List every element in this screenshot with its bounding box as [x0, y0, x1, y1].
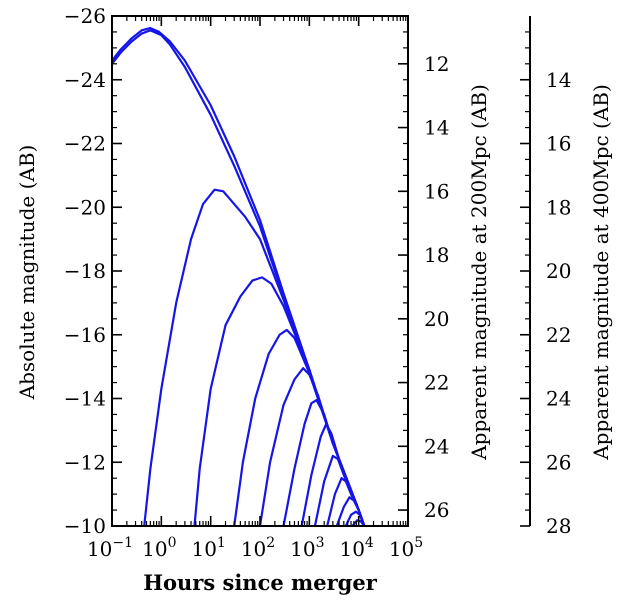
y-tick-label: −24 — [64, 68, 106, 92]
series-line-6 — [258, 367, 366, 526]
x-tick-label: 101 — [191, 535, 225, 561]
series-line-12 — [344, 510, 366, 526]
x-tick-label-exponent: 1 — [217, 535, 226, 551]
y-tick-label: −26 — [64, 4, 106, 28]
x-tick-label: 104 — [339, 535, 373, 561]
x-tick-label-exponent: 4 — [365, 535, 374, 551]
series-group — [112, 27, 366, 526]
x-tick-label: 102 — [241, 535, 275, 561]
y-tick-label: −10 — [64, 514, 106, 538]
y-tick-label: −16 — [64, 323, 106, 347]
series-line-1 — [112, 27, 366, 526]
right-axis-1-tick-label: 22 — [424, 371, 449, 395]
right-axis-1-tick-label: 18 — [424, 243, 449, 267]
right-axis-1-tick-label: 16 — [424, 179, 449, 203]
x-tick-label-base: 10 — [339, 537, 364, 561]
x-tick-label-exponent: 2 — [266, 535, 275, 551]
x-tick-label-base: 10 — [389, 537, 414, 561]
axes: 10−1 100 101 102 103 104 105−10−12−14−16−18−20… — [64, 4, 572, 561]
x-tick-label: 103 — [290, 535, 324, 561]
right-axis-2-tick-label: 24 — [546, 387, 571, 411]
right-axis-2-tick-label: 22 — [546, 323, 571, 347]
right-axis-1-tick-label: 12 — [424, 52, 449, 76]
plot-frame — [111, 15, 409, 527]
x-tick-label-base: 10 — [87, 537, 112, 561]
right-axis-1-title: Apparent magnitude at 200Mpc (AB) — [467, 84, 491, 461]
x-tick-label-exponent: 3 — [316, 535, 325, 551]
series-line-2 — [112, 29, 366, 526]
right-axis-1-tick-label: 14 — [424, 116, 449, 140]
right-axis-1-tick-label: 24 — [424, 434, 449, 458]
y-tick-label: −22 — [64, 132, 106, 156]
series-line-11 — [335, 496, 366, 526]
y-tick-label: −20 — [64, 195, 106, 219]
x-tick-label-exponent: 5 — [414, 535, 423, 551]
y-tick-label: −12 — [64, 450, 106, 474]
x-axis-title: Hours since merger — [143, 570, 378, 595]
series-line-5 — [233, 328, 366, 526]
x-tick-label-base: 10 — [191, 537, 216, 561]
right-axis-2-title: Apparent magnitude at 400Mpc (AB) — [589, 84, 613, 461]
series-line-4 — [193, 276, 366, 526]
right-axis-2-tick-label: 26 — [546, 450, 571, 474]
x-tick-label: 10−1 — [87, 535, 133, 561]
series-lines — [112, 27, 366, 526]
right-axis-1-tick-label: 20 — [424, 307, 449, 331]
right-axis-2-tick-label: 14 — [546, 68, 571, 92]
right-axis-2-tick-label: 28 — [546, 514, 571, 538]
x-tick-label-exponent: −1 — [112, 535, 133, 551]
x-tick-label-base: 10 — [241, 537, 266, 561]
x-tick-label: 105 — [389, 535, 423, 561]
right-axis-2-tick-label: 20 — [546, 259, 571, 283]
y-tick-label: −14 — [64, 387, 106, 411]
right-axis-2-tick-label: 18 — [546, 195, 571, 219]
x-tick-label-exponent: 0 — [168, 535, 177, 551]
x-tick-label-base: 10 — [142, 537, 167, 561]
x-tick-label-base: 10 — [290, 537, 315, 561]
y-tick-label: −18 — [64, 259, 106, 283]
series-line-3 — [143, 188, 366, 526]
y-axis-title: Absolute magnitude (AB) — [15, 145, 39, 401]
x-tick-label: 100 — [142, 535, 176, 561]
right-axis-2-tick-label: 16 — [546, 132, 571, 156]
series-line-8 — [300, 422, 366, 526]
right-axis-1-tick-label: 26 — [424, 498, 449, 522]
